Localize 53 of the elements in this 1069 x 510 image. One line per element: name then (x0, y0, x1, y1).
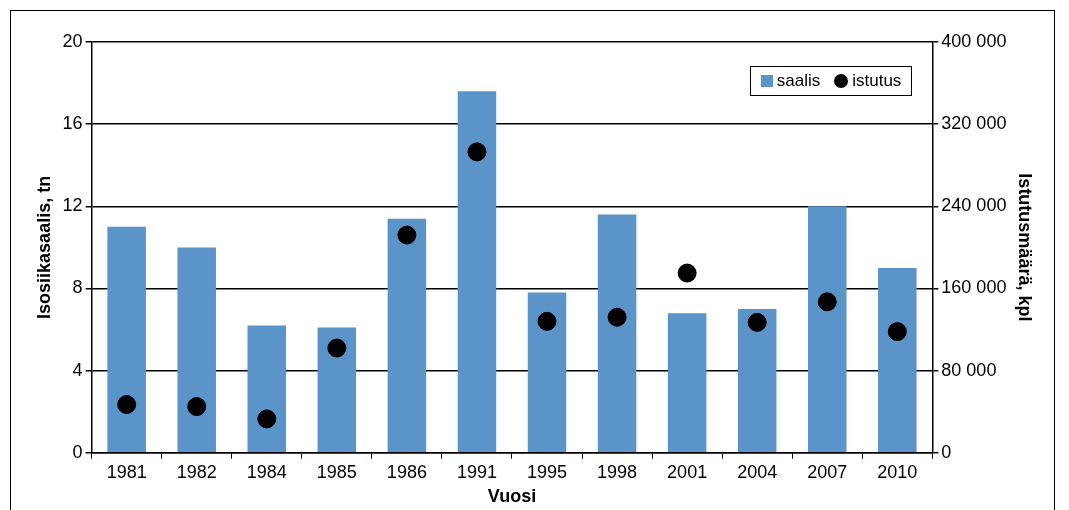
x-tick-label: 2010 (877, 461, 918, 482)
point (467, 142, 487, 162)
point (397, 225, 417, 245)
point (117, 395, 137, 415)
point (327, 338, 347, 358)
x-tick-label: 2001 (667, 461, 708, 482)
y-tick-label: 0 (72, 441, 83, 462)
bar (247, 325, 287, 453)
bar (597, 214, 637, 453)
bar (107, 226, 146, 453)
x-tick-label: 1985 (316, 461, 357, 482)
y-axis-title: Isosiikasaalis, tn (33, 175, 54, 319)
point (817, 292, 837, 312)
y-tick-label: 8 (72, 277, 83, 298)
y2-tick-label: 240 000 (941, 195, 1007, 216)
x-tick-label: 1984 (246, 461, 287, 482)
point (887, 322, 907, 342)
bar (177, 247, 216, 453)
bar (317, 327, 357, 453)
y2-axis-title: Istutusmäärä, kpl (1015, 173, 1036, 322)
y2-tick-label: 80 000 (941, 359, 997, 380)
bar (387, 218, 427, 453)
y-tick-label: 20 (62, 30, 83, 51)
point (537, 311, 557, 331)
x-axis-title: Vuosi (487, 486, 537, 507)
legend-label: saalis (776, 71, 821, 91)
x-tick-label: 1991 (456, 461, 497, 482)
point (257, 409, 277, 429)
legend-label: istutus (852, 71, 902, 91)
x-tick-label: 1998 (597, 461, 638, 482)
x-tick-label: 1982 (176, 461, 217, 482)
y-tick-label: 16 (62, 113, 83, 134)
bar (878, 267, 917, 453)
bar (667, 313, 707, 453)
x-tick-label: 1986 (386, 461, 427, 482)
x-tick-label: 1981 (106, 461, 147, 482)
y2-tick-label: 0 (941, 441, 952, 462)
point (187, 397, 207, 417)
point (747, 312, 767, 332)
y2-tick-label: 400 000 (941, 30, 1007, 51)
y2-tick-label: 160 000 (941, 277, 1007, 298)
point (607, 307, 627, 327)
bar (457, 91, 497, 453)
x-tick-label: 2004 (737, 461, 778, 482)
y2-tick-label: 320 000 (941, 113, 1007, 134)
x-tick-label: 2007 (807, 461, 848, 482)
bar (527, 292, 567, 453)
bar (807, 206, 847, 453)
x-tick-label: 1995 (526, 461, 568, 482)
y-tick-label: 4 (72, 359, 83, 380)
bar (737, 309, 777, 453)
y-tick-label: 12 (62, 195, 83, 216)
point (677, 263, 697, 283)
